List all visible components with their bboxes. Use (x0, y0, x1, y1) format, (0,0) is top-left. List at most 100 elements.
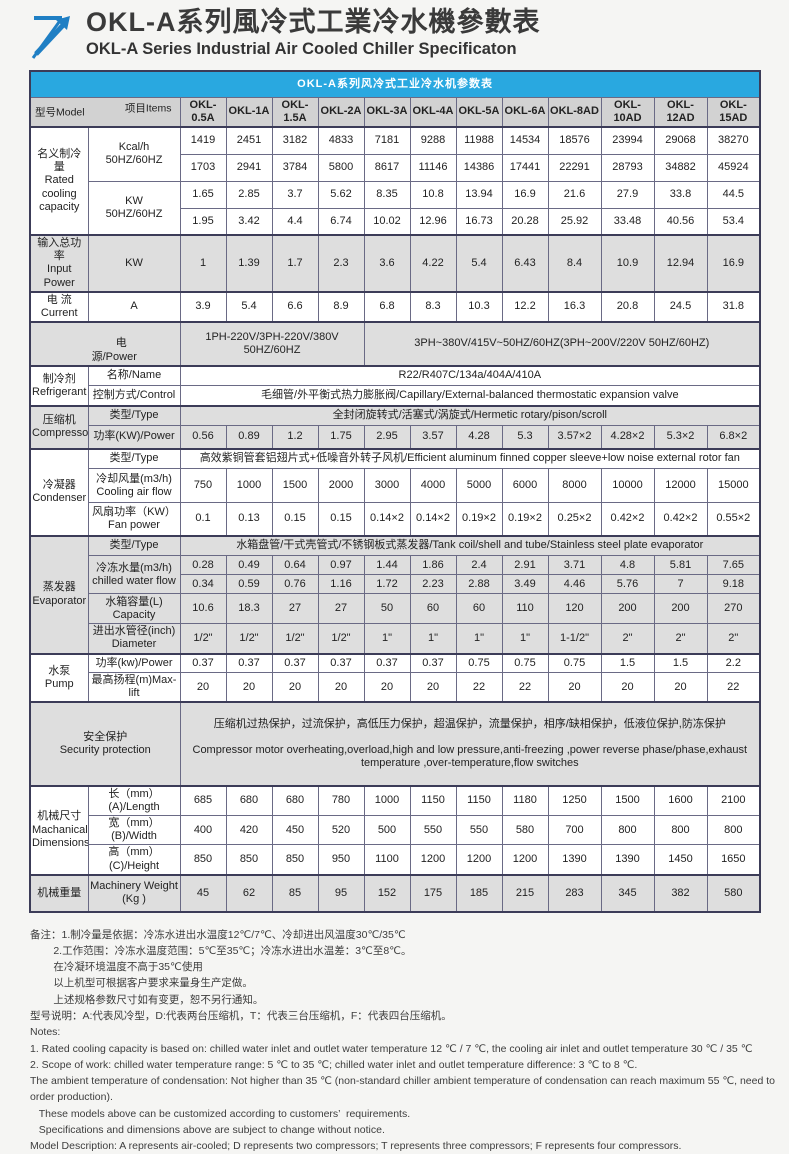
security-text-cn: 压缩机过热保护，过流保护，高低压力保护，超温保护，流量保护，相序/缺相保护，低液… (213, 717, 726, 730)
item-label-ref-control: 控制方式/Control (87, 385, 181, 407)
value-cell: 0.14×2 (363, 502, 411, 537)
value-cell: 850 (225, 844, 273, 876)
value-cell: 2.4 (455, 555, 503, 576)
value-cell: 550 (455, 814, 503, 846)
item-label-input-kw: KW (87, 234, 181, 293)
page-header: OKL-A系列風冷式工業冷水機參數表 OKL-A Series Industri… (0, 0, 789, 60)
value-cell: 4.8 (600, 555, 655, 576)
value-cell: 5.76 (600, 574, 655, 595)
value-cell: 2.91 (501, 555, 549, 576)
value-cell: 1100 (363, 844, 411, 876)
value-cell: 0.25×2 (547, 502, 602, 537)
value-cell: 3784 (271, 153, 319, 182)
value-cell: 0.14×2 (409, 502, 457, 537)
value-cell: 0.1 (179, 502, 227, 537)
value-cell: 0.76 (271, 574, 319, 595)
item-label-air-flow: 冷却风量(m3/h) Cooling air flow (87, 468, 181, 504)
value-cell: 6.74 (317, 207, 365, 236)
value-cell: 1/2" (271, 623, 319, 655)
value-cell: 22 (501, 672, 549, 703)
value-cell: 0.89 (225, 425, 273, 450)
row-evaporator-type: 蒸发器 Evaporator 类型/Type 水箱盘管/干式壳管式/不锈钢板式蒸… (29, 534, 761, 655)
value-cell: 6000 (501, 468, 549, 504)
value-cell: 10000 (600, 468, 655, 504)
model-header: OKL-8AD (547, 96, 602, 128)
value-cell: 1250 (547, 784, 602, 816)
value-cell: 0.64 (271, 555, 319, 576)
value-cell: 21.6 (547, 180, 602, 209)
value-cell: 23994 (600, 126, 655, 155)
value-cell: 5.81 (653, 555, 708, 576)
refrigerant-name-value: R22/R407C/134a/404A/410A (179, 364, 761, 387)
value-cell: 1390 (547, 844, 602, 876)
value-cell: 2000 (317, 468, 365, 504)
value-cell: 4.28 (455, 425, 503, 450)
page-subtitle: OKL-A Series Industrial Air Cooled Chill… (86, 39, 517, 58)
item-label-fan-power: 风扇功率（KW） Fan power (87, 502, 181, 537)
value-cell: 800 (600, 814, 655, 846)
value-cell: 1" (501, 623, 549, 655)
compressor-type-value: 全封闭旋转式/活塞式/涡旋式/Hermetic rotary/pison/scr… (179, 404, 761, 427)
value-cell: 0.42×2 (600, 502, 655, 537)
value-cell: 18.3 (225, 593, 273, 625)
value-cell: 27 (271, 593, 319, 625)
row-chilled-water-50hz: 冷冻水量(m3/h) chilled water flow 0.28 0.49 0.… (30, 555, 761, 595)
refrigerant-control-value: 毛细管/外平衡式热力膨胀阀/Capillary/External-balance… (179, 385, 761, 407)
value-cell: 20 (363, 672, 411, 703)
section-label-refrigerant: 制冷剂 Refrigerant (29, 364, 89, 407)
value-cell: 152 (363, 873, 411, 913)
note-line: 2.工作范围：冷冻水温度范围：5℃至35℃；冷冻水进出水温差：3℃至8℃。 (30, 944, 412, 957)
value-cell: 2.2 (706, 652, 761, 674)
value-cell: 0.19×2 (455, 502, 503, 537)
item-label-width: 宽（mm）(B)/Width (87, 814, 181, 846)
note-line: 以上机型可根据客户要求来量身生产定做。 (30, 977, 253, 990)
value-cell: 0.37 (271, 652, 319, 674)
item-label-current-a: A (87, 290, 181, 323)
value-cell: 44.5 (706, 180, 761, 209)
value-cell: 3.9 (179, 290, 227, 323)
item-label-pump-power: 功率(kw)/Power (87, 652, 181, 674)
value-cell: 382 (653, 873, 708, 913)
page-titles: OKL-A系列風冷式工業冷水機參數表 OKL-A Series Industri… (86, 7, 540, 59)
section-label-current: 电 流 Current (29, 290, 89, 323)
value-cell: 3000 (363, 468, 411, 504)
evaporator-type-value: 水箱盘管/干式壳管式/不锈钢板式蒸发器/Tank coil/shell and … (179, 534, 761, 557)
model-header: OKL-3A (363, 96, 411, 128)
section-label-pump: 水泵 Pump (29, 652, 89, 703)
value-cell: 12.96 (409, 207, 457, 236)
value-cell: 17441 (501, 153, 549, 182)
value-cell: 0.37 (179, 652, 227, 674)
value-cell: 10.9 (600, 234, 655, 293)
item-label-kw: KW 50HZ/60HZ (87, 180, 181, 236)
value-cell: 7 (653, 574, 708, 595)
model-header: OKL-0.5A (179, 96, 227, 128)
value-cell: 750 (179, 468, 227, 504)
value-cell: 10.02 (363, 207, 411, 236)
value-cell: 550 (409, 814, 457, 846)
item-label-weight: Machinery Weight (Kg ) (87, 873, 181, 913)
value-cell: 270 (706, 593, 761, 625)
value-cell: 16.73 (455, 207, 503, 236)
value-cell: 850 (179, 844, 227, 876)
value-cell: 28793 (600, 153, 655, 182)
value-cell: 16.9 (501, 180, 549, 209)
value-cell: 45924 (706, 153, 761, 182)
value-cell: 0.42×2 (653, 502, 708, 537)
value-cell: 3.7 (271, 180, 319, 209)
value-cell: 18576 (547, 126, 602, 155)
value-cell: 850 (271, 844, 319, 876)
value-cell: 3.49 (501, 574, 549, 595)
row-kw-50hz: KW 50HZ/60HZ 1.65 2.85 3.7 5.62 8.35 10.8 13.9… (30, 180, 761, 236)
note-line: 上述规格参数尺寸如有变更，恕不另行通知。 (30, 993, 264, 1006)
value-cell: 5.3 (501, 425, 549, 450)
value-cell: 4000 (409, 468, 457, 504)
note-line: The ambient temperature of condensation:… (30, 1075, 778, 1104)
section-label-dimensions: 机械尺寸 Machanical Dimensions (29, 784, 89, 876)
value-cell: 0.19×2 (501, 502, 549, 537)
value-cell: 3.57 (409, 425, 457, 450)
value-cell: 2" (600, 623, 655, 655)
value-cell: 700 (547, 814, 602, 846)
model-header: OKL-2A (317, 96, 365, 128)
value-cell: 1.44 (363, 555, 411, 576)
note-line: Model Description: A represents air-cool… (30, 1140, 682, 1153)
